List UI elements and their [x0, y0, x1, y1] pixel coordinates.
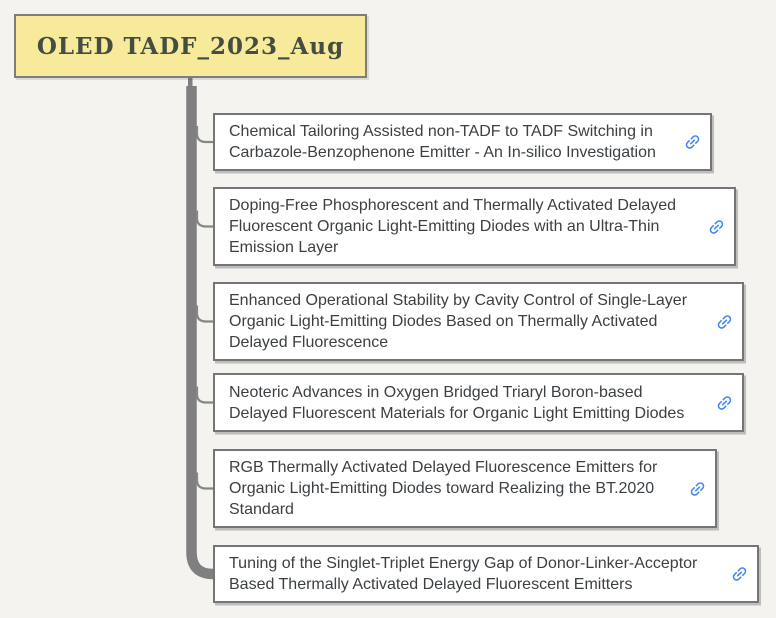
elbow-connector-5 — [195, 472, 215, 490]
branch-node-6[interactable]: Tuning of the Singlet-Triplet Energy Gap… — [213, 545, 759, 603]
elbow-connector-1 — [195, 126, 215, 144]
branch-node-title: Neoteric Advances in Oxygen Bridged Tria… — [229, 383, 685, 422]
elbow-connector-3 — [195, 305, 215, 323]
trunk-line — [186, 86, 215, 580]
link-icon[interactable] — [711, 389, 738, 416]
link-icon[interactable] — [711, 308, 738, 335]
link-icon[interactable] — [679, 129, 706, 156]
elbow-connector-2 — [195, 210, 215, 228]
branch-node-title: Doping-Free Phosphorescent and Thermally… — [229, 197, 677, 256]
branch-node-title: Enhanced Operational Stability by Cavity… — [229, 292, 688, 351]
root-node[interactable]: OLED TADF_2023_Aug — [14, 14, 367, 78]
link-icon[interactable] — [684, 475, 711, 502]
branch-node-title: Chemical Tailoring Assisted non-TADF to … — [229, 123, 656, 161]
branch-node-2[interactable]: Doping-Free Phosphorescent and Thermally… — [213, 187, 736, 266]
link-icon[interactable] — [726, 561, 753, 588]
branch-node-5[interactable]: RGB Thermally Activated Delayed Fluoresc… — [213, 449, 717, 528]
link-icon[interactable] — [703, 213, 730, 240]
branch-node-3[interactable]: Enhanced Operational Stability by Cavity… — [213, 282, 744, 361]
branch-node-4[interactable]: Neoteric Advances in Oxygen Bridged Tria… — [213, 373, 744, 432]
trunk-stem — [188, 77, 193, 89]
branch-node-title: Tuning of the Singlet-Triplet Energy Gap… — [229, 555, 698, 593]
branch-node-1[interactable]: Chemical Tailoring Assisted non-TADF to … — [213, 113, 712, 171]
branch-node-title: RGB Thermally Activated Delayed Fluoresc… — [229, 459, 658, 518]
elbow-connector-4 — [195, 386, 215, 404]
root-node-label: OLED TADF_2023_Aug — [36, 32, 345, 60]
